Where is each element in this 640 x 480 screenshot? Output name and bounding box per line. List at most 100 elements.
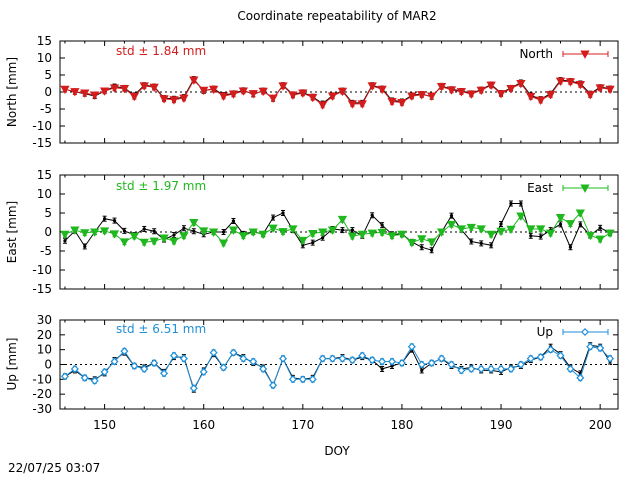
north-main-point — [486, 81, 496, 91]
north-main-point — [248, 90, 258, 99]
east-raw-point — [142, 227, 146, 231]
north-legend-marker — [580, 50, 590, 59]
east-main-point — [496, 227, 506, 237]
north-main-point — [119, 85, 130, 94]
up-main-point — [417, 360, 426, 369]
up-main-point — [229, 348, 238, 357]
up-main-point — [536, 353, 545, 362]
east-main-point — [347, 232, 358, 242]
east-raw-point — [598, 226, 602, 230]
east-main-point — [466, 223, 476, 233]
east-raw-point — [340, 228, 345, 232]
east-main-point — [149, 237, 159, 246]
up-main-point — [596, 344, 605, 353]
up-raw-point — [380, 367, 384, 371]
x-tick-label: 170 — [291, 418, 314, 432]
north-main-point — [60, 85, 70, 95]
north-main-point — [387, 97, 397, 107]
up-main-point — [90, 376, 99, 385]
up-main-point — [487, 364, 496, 373]
east-raw-point — [192, 229, 196, 233]
up-main-point — [447, 360, 456, 369]
up-main-point — [239, 354, 248, 363]
up-main-point — [496, 364, 506, 373]
east-main-point — [456, 225, 467, 234]
north-main-point — [456, 88, 467, 97]
east-main-point — [238, 232, 249, 241]
up-main-point — [80, 373, 89, 382]
up-ytick-label: 30 — [37, 313, 52, 327]
north-ytick-label: 5 — [44, 68, 52, 82]
east-main-point — [109, 230, 120, 239]
north-main-point — [218, 92, 229, 101]
up-main-point — [586, 342, 595, 351]
east-main-point — [99, 227, 110, 236]
north-main-point — [417, 91, 427, 100]
east-main-point — [357, 230, 367, 240]
up-main-point — [169, 351, 179, 360]
east-main-point — [595, 235, 605, 245]
east-main-point — [575, 209, 585, 218]
east-raw-point — [370, 213, 374, 217]
east-main-point — [248, 228, 258, 237]
north-main-point — [238, 87, 249, 96]
north-main-point — [199, 86, 209, 96]
up-panel: std ± 6.51 mm Up Up [mm] 3020100-10-20-3… — [5, 313, 619, 416]
up-main-point — [179, 354, 188, 363]
east-raw-point — [469, 239, 473, 244]
east-raw-point — [578, 222, 582, 226]
east-raw-point — [529, 234, 533, 238]
up-main-point — [209, 348, 218, 357]
up-main-point — [70, 364, 79, 373]
up-main-point — [249, 357, 258, 366]
north-main-point — [268, 94, 278, 103]
up-main-point — [328, 354, 337, 363]
east-ytick-label: 0 — [44, 225, 52, 239]
north-std-label: std ± 1.84 mm — [116, 44, 206, 58]
north-main-point — [575, 80, 585, 90]
up-main-point — [477, 364, 486, 373]
up-raw-point — [390, 364, 394, 368]
up-plot-area — [60, 342, 615, 393]
north-main-point — [595, 84, 605, 93]
east-main-point — [486, 230, 496, 240]
north-main-point — [427, 92, 437, 101]
east-raw-point — [499, 222, 503, 226]
east-ytick-label: 15 — [37, 168, 52, 182]
east-y-axis-label: East [mm] — [5, 201, 19, 263]
east-raw-point — [301, 243, 305, 247]
east-raw-point — [152, 229, 156, 233]
east-raw-point — [182, 226, 186, 230]
east-raw-point — [103, 217, 107, 221]
east-main-point — [199, 227, 209, 236]
north-main-point — [565, 78, 576, 87]
east-main-point — [367, 229, 377, 238]
up-main-point — [199, 367, 208, 376]
north-main-point — [466, 90, 476, 99]
up-main-point — [427, 358, 436, 368]
north-y-axis-label: North [mm] — [5, 57, 19, 127]
east-main-point — [228, 226, 239, 235]
north-main-point — [129, 92, 139, 102]
up-std-label: std ± 6.51 mm — [116, 322, 206, 336]
north-frame — [59, 40, 619, 144]
east-main-point — [258, 230, 268, 240]
up-main-point — [437, 354, 446, 363]
north-main-point — [555, 77, 566, 86]
east-main-point — [208, 228, 219, 237]
north-main-point — [149, 83, 159, 93]
east-main-point — [516, 212, 526, 221]
east-std-label: std ± 1.97 mm — [116, 179, 206, 193]
east-legend-marker — [580, 184, 590, 193]
east-main-point — [427, 238, 437, 247]
x-tick-labels: 150 160 170 180 190 200 — [93, 418, 611, 432]
east-main-point — [139, 238, 149, 248]
east-main-point — [90, 228, 100, 237]
east-raw-point — [172, 233, 176, 237]
east-panel: std ± 1.97 mm East East [mm] 15 10 5 0 -5 -10… — [5, 168, 619, 296]
x-tick-label: 190 — [490, 418, 513, 432]
east-main-point — [278, 228, 288, 237]
east-main-point — [268, 224, 278, 234]
east-main-point — [80, 229, 90, 238]
up-main-point — [259, 364, 268, 373]
